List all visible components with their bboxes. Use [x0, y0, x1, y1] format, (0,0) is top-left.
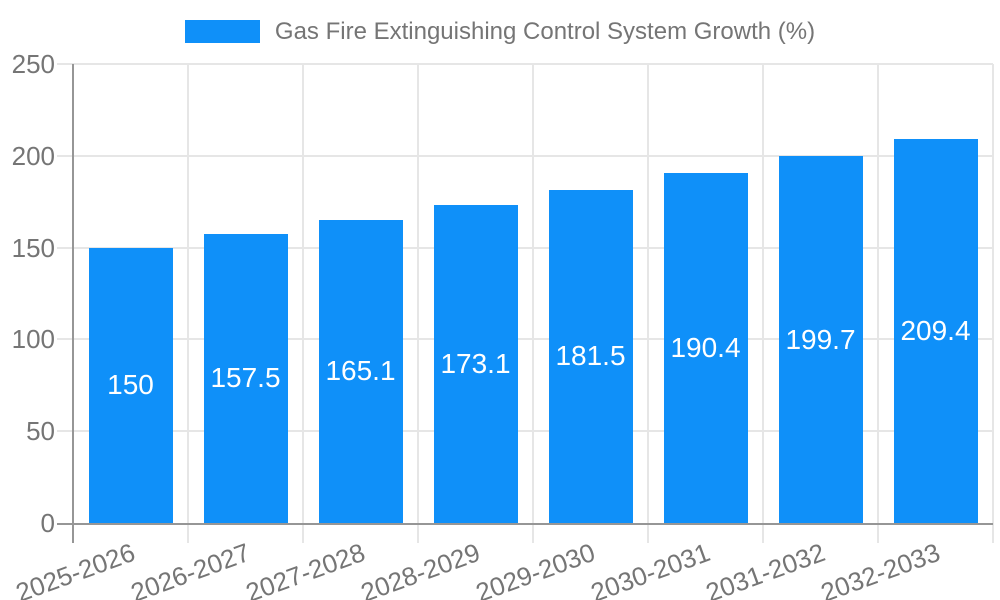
bar-value-label: 157.5	[210, 362, 281, 394]
y-tick-label: 150	[11, 232, 55, 263]
x-gridline	[532, 64, 534, 543]
y-gridline	[57, 430, 993, 433]
y-gridline	[57, 338, 993, 341]
x-axis-baseline	[57, 523, 993, 525]
y-gridline	[57, 63, 993, 65]
legend: Gas Fire Extinguishing Control System Gr…	[0, 17, 1000, 46]
legend-swatch-icon	[184, 20, 260, 43]
y-tick-label: 250	[11, 49, 55, 79]
legend-label: Gas Fire Extinguishing Control System Gr…	[274, 18, 816, 45]
bar: 150	[88, 247, 173, 523]
x-gridline	[187, 64, 189, 543]
bar: 209.4	[893, 138, 978, 523]
y-tick-label: 200	[11, 140, 55, 171]
x-gridline	[647, 64, 649, 543]
bar: 157.5	[203, 233, 288, 523]
bar: 173.1	[433, 205, 518, 523]
y-gridline	[57, 246, 993, 249]
bar-value-label: 209.4	[900, 314, 971, 346]
bar-value-label: 150	[107, 369, 154, 401]
bar-value-label: 190.4	[670, 332, 741, 364]
y-axis-line	[72, 64, 74, 543]
y-tick-label: 50	[26, 416, 55, 447]
x-gridline	[417, 64, 419, 543]
bar-value-label: 165.1	[325, 355, 396, 387]
bar: 165.1	[318, 219, 403, 523]
y-tick-label: 100	[11, 324, 55, 355]
x-gridline	[992, 64, 994, 543]
y-gridline	[57, 154, 993, 157]
bar: 190.4	[663, 173, 748, 523]
bar: 199.7	[778, 156, 863, 523]
bar-value-label: 173.1	[440, 348, 511, 380]
bar-value-label: 199.7	[785, 323, 856, 355]
x-gridline	[762, 64, 764, 543]
y-tick-label: 0	[40, 508, 55, 538]
x-gridline	[302, 64, 304, 543]
bar-value-label: 181.5	[555, 340, 626, 372]
bar: 181.5	[548, 189, 633, 523]
x-gridline	[877, 64, 879, 543]
